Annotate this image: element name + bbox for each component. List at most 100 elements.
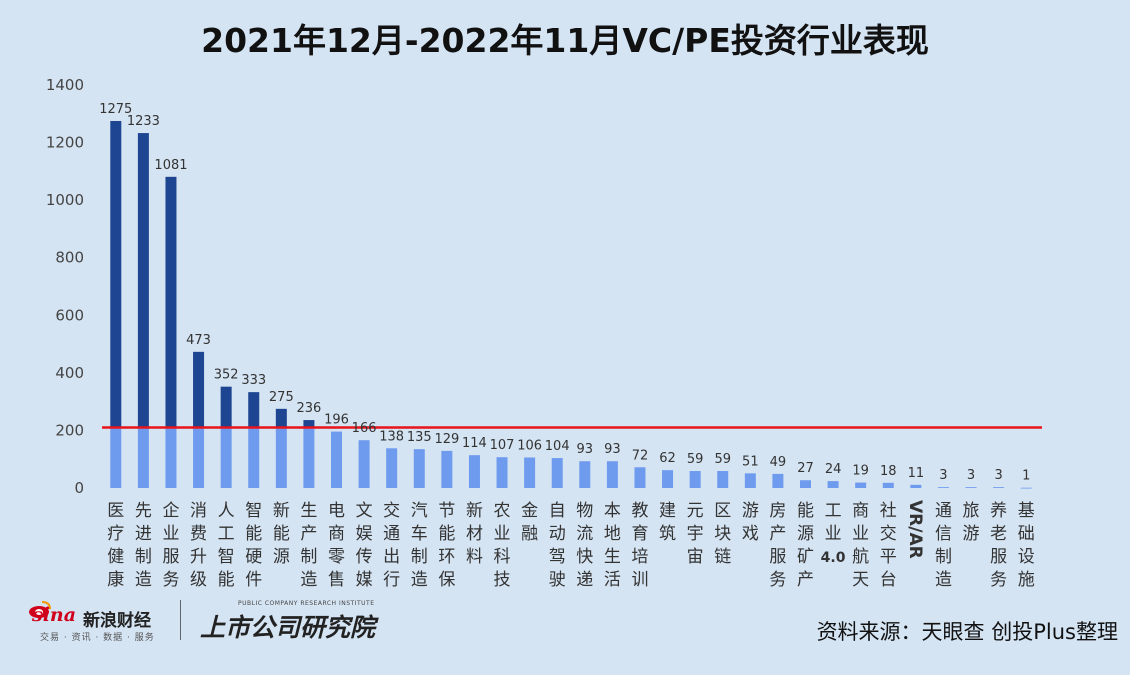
bar-value-label: 333 [241,373,266,388]
bar-value-label: 24 [825,462,842,477]
bar-value-label: 3 [967,468,975,483]
category-label: 旅游 [963,501,980,544]
bar [662,470,674,488]
bar-value-label: 138 [379,429,404,444]
category-label: 养老服务 [990,501,1007,590]
bar [910,484,922,488]
y-tick-label: 0 [74,479,84,497]
category-label: 本地生活 [604,501,621,590]
y-tick-label: 1400 [46,76,84,94]
bar-upper-segment [303,420,315,428]
bar-value-label: 1081 [154,158,187,173]
bar-value-label: 135 [407,430,432,445]
y-axis: 0 200 400 600 800 1000 1200 1400 [46,76,84,497]
category-label: 游戏 [742,501,759,544]
bar-value-label: 104 [545,439,570,454]
bar-value-label: 1233 [127,114,160,129]
bar [441,450,453,488]
sina-eye-icon [29,601,51,618]
bar [800,480,811,488]
bar [744,473,756,488]
bar-value-label: 352 [214,368,239,383]
bar [855,482,867,488]
category-label: 金融 [521,501,538,544]
bar-value-label: 18 [880,464,897,479]
bar [965,487,977,488]
bar [1020,487,1032,489]
bar [303,427,315,488]
bar-value-label: 129 [434,432,459,447]
bar [248,427,260,488]
bar [524,457,536,488]
category-labels: 医疗健康先进制造企业服务消费升级人工智能智能硬件新能源生产制造电商零售文娱传媒交… [107,500,1034,590]
bar [165,427,177,488]
y-tick-label: 600 [55,306,84,324]
category-label: 生产制造 [300,501,317,590]
bar [579,461,591,488]
bar [606,461,618,488]
bar-upper-segment [220,386,232,428]
bar-value-label: 196 [324,413,349,428]
bar-value-label: 166 [352,421,377,436]
institute-english-name: PUBLIC COMPANY RESEARCH INSTITUTE [238,600,375,607]
category-label: 建筑 [659,501,676,544]
category-label: 社交平台 [880,501,897,590]
category-label: 智能硬件 [245,501,262,590]
bar [331,431,342,488]
category-label: 消费升级 [190,501,207,590]
bar [689,471,701,488]
category-label: 自动驾驶 [549,501,566,590]
category-label: 农业科技 [494,501,511,590]
bar-value-label: 93 [604,442,621,457]
bar [220,427,232,488]
category-label: 企业服务 [162,501,179,590]
bar [386,448,398,488]
category-label: 基础设施 [1018,501,1035,590]
y-tick-label: 400 [55,364,84,382]
bar-value-label: 3 [994,468,1002,483]
bar [772,473,784,488]
bar-upper-segment [165,176,177,428]
category-label: 新材料 [466,501,483,567]
bar-value-label: 1 [1022,469,1030,484]
bar-value-label: 275 [269,390,294,405]
bar-upper-segment [275,408,287,428]
sina-finance-name: 新浪财经 [83,611,151,631]
category-label: 物流快递 [576,501,593,590]
bar-upper-segment [193,351,205,428]
bars [110,120,1032,489]
y-tick-label: 200 [55,421,84,439]
bar [882,482,894,488]
bar [496,457,508,488]
bar [275,427,287,488]
y-tick-label: 800 [55,249,84,267]
bar [551,458,563,488]
institute-logo-text: 上市公司研究院 [200,613,376,642]
category-label: 区块链 [714,501,731,567]
chart-title: 2021年12月-2022年11月VC/PE投资行业表现 [201,21,929,60]
bar-value-label: 59 [687,452,704,467]
bar-value-label: 1275 [99,102,132,117]
category-label: 先进制造 [135,501,152,590]
bar-upper-segment [137,133,149,428]
bar-value-label: 106 [517,438,542,453]
bar-value-label: 11 [908,466,925,481]
source-note: 资料来源：天眼查 创投Plus整理 [816,620,1118,644]
bar-upper-segment [110,120,122,428]
bar-value-label: 19 [852,464,869,479]
sina-tagline: 交易 · 资讯 · 数据 · 服务 [40,633,155,643]
bar [137,427,149,488]
category-label: 节能环保 [438,501,455,590]
bar-value-label: 62 [659,451,676,466]
bar-value-label: 93 [577,442,594,457]
category-label: 新能源 [273,501,290,567]
bar [468,455,480,488]
category-label: 人工智能 [218,501,235,590]
bar-value-label: 236 [296,401,321,416]
bar [717,471,729,488]
bar-value-label: 3 [939,468,947,483]
bar-value-label: 27 [797,461,814,476]
bar [937,487,949,488]
bar [110,427,122,488]
